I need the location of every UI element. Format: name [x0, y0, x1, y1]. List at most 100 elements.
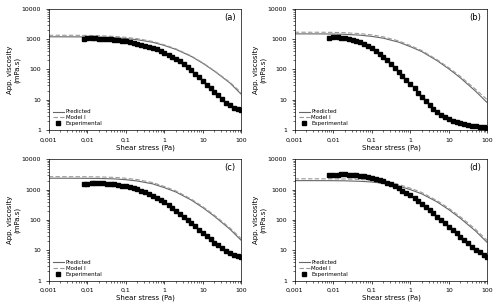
Experimental: [204, 234, 210, 238]
Experimental: [192, 225, 198, 228]
Experimental: [334, 35, 340, 39]
Experimental: [192, 72, 198, 76]
Predicted: [357, 33, 363, 37]
Experimental: [134, 188, 140, 191]
Predicted: [200, 206, 206, 209]
Experimental: [426, 208, 432, 212]
Experimental: [230, 106, 236, 109]
Experimental: [400, 189, 406, 192]
Experimental: [446, 117, 452, 121]
Experimental: [166, 203, 172, 207]
Experimental: [438, 218, 444, 222]
Predicted: [84, 35, 90, 39]
Predicted: [484, 241, 490, 244]
Predicted: [227, 227, 233, 231]
Experimental: [326, 36, 332, 40]
Experimental: [84, 182, 90, 185]
Experimental: [373, 49, 379, 53]
Experimental: [128, 185, 134, 189]
Model I: [396, 183, 402, 186]
Experimental: [446, 225, 452, 229]
Model I: [212, 213, 218, 217]
Predicted: [342, 179, 348, 183]
Experimental: [84, 36, 90, 40]
Model I: [112, 176, 117, 179]
Model I: [380, 35, 386, 39]
Y-axis label: App. viscosity
(mPa.s): App. viscosity (mPa.s): [7, 196, 20, 244]
Model I: [380, 180, 386, 183]
Experimental: [350, 38, 356, 42]
Predicted: [407, 188, 413, 192]
Experimental: [484, 256, 490, 259]
Experimental: [346, 173, 352, 176]
Model I: [84, 34, 90, 37]
Experimental: [404, 78, 409, 82]
Experimental: [108, 38, 114, 41]
Experimental: [173, 209, 179, 213]
Model I: [292, 177, 298, 180]
Model I: [472, 87, 478, 91]
Experimental: [92, 181, 98, 185]
Experimental: [234, 107, 240, 111]
Experimental: [419, 202, 425, 205]
Predicted: [318, 32, 324, 36]
Experimental: [184, 65, 190, 69]
Experimental: [220, 97, 226, 101]
Predicted: [123, 37, 129, 40]
Model I: [73, 34, 79, 37]
Experimental: [88, 36, 94, 40]
Experimental: [212, 241, 218, 244]
Predicted: [162, 186, 168, 189]
Model I: [484, 239, 490, 242]
Experimental: [142, 190, 148, 194]
Experimental: [230, 253, 236, 257]
Experimental: [396, 70, 402, 73]
Experimental: [108, 182, 114, 186]
Predicted: [173, 190, 179, 194]
Experimental: [212, 90, 218, 94]
Experimental: [361, 42, 367, 46]
Model I: [407, 44, 413, 47]
Predicted: [96, 35, 102, 39]
Experimental: [469, 245, 475, 249]
Model I: [150, 40, 156, 43]
X-axis label: Shear stress (Pa): Shear stress (Pa): [362, 144, 420, 151]
Predicted: [123, 178, 129, 181]
Experimental: [238, 255, 244, 259]
Experimental: [181, 62, 187, 66]
Predicted: [238, 93, 244, 96]
Line: Experimental: Experimental: [82, 37, 243, 112]
Experimental: [450, 119, 456, 123]
Experimental: [388, 183, 394, 186]
Text: (d): (d): [470, 163, 482, 172]
Experimental: [220, 247, 226, 250]
Predicted: [84, 176, 90, 180]
Experimental: [154, 196, 160, 200]
Model I: [227, 80, 233, 84]
Experimental: [388, 62, 394, 66]
Experimental: [342, 172, 348, 176]
Predicted: [342, 32, 348, 36]
Model I: [368, 178, 374, 182]
Experimental: [338, 36, 344, 39]
Experimental: [123, 184, 129, 188]
Model I: [330, 30, 336, 34]
Predicted: [112, 36, 117, 39]
Model I: [96, 34, 102, 38]
Experimental: [338, 172, 344, 176]
Predicted: [380, 181, 386, 185]
Model I: [434, 58, 440, 62]
Model I: [134, 178, 140, 181]
Experimental: [384, 58, 390, 62]
Experimental: [357, 174, 363, 178]
Experimental: [115, 38, 121, 42]
Experimental: [422, 99, 428, 103]
X-axis label: Shear stress (Pa): Shear stress (Pa): [362, 294, 420, 301]
Experimental: [100, 181, 105, 185]
Model I: [419, 49, 425, 52]
Experimental: [181, 215, 187, 219]
Experimental: [215, 93, 221, 97]
Predicted: [188, 198, 194, 202]
Model I: [318, 30, 324, 34]
Experimental: [396, 187, 402, 190]
